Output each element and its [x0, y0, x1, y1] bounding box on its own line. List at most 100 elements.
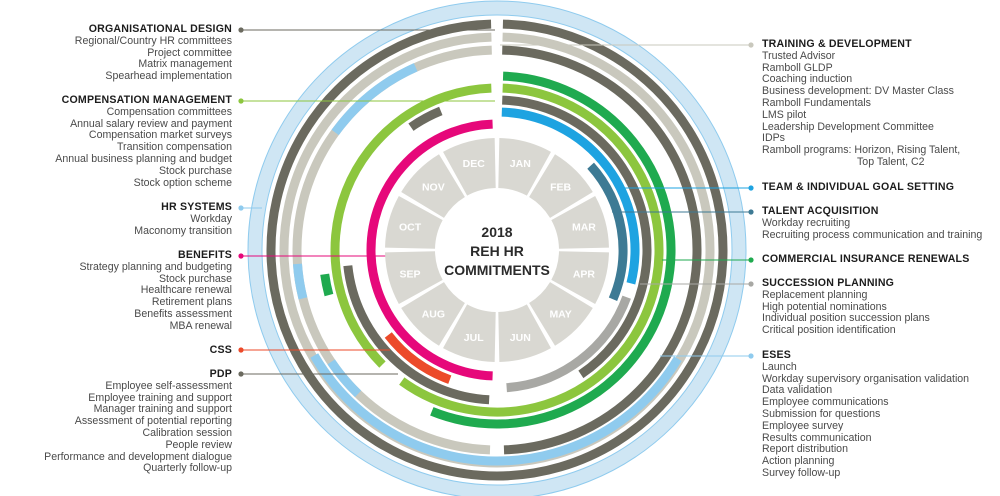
list-item: Data validation	[762, 384, 833, 397]
arc-compensation-left	[330, 83, 492, 368]
block-title: ESES	[762, 349, 792, 361]
list-item: Business development: DV Master Class	[762, 85, 954, 98]
leader-benefits-dot	[238, 253, 244, 259]
leader-css-dot	[238, 347, 244, 353]
arc-eses	[310, 353, 682, 466]
block-talent-acquisition: TALENT ACQUISITION Workday recruiting Re…	[762, 205, 982, 241]
block-title: TALENT ACQUISITION	[762, 205, 879, 217]
leader-training-dot	[748, 42, 754, 48]
list-item: Spearhead implementation	[105, 70, 232, 83]
month-label: OCT	[399, 222, 422, 234]
month-label: DEC	[463, 158, 486, 170]
center-disc	[436, 189, 558, 311]
month-segment-dec	[443, 138, 496, 196]
list-item: Individual position succession plans	[762, 312, 930, 325]
list-item: Action planning	[762, 455, 835, 468]
list-item: High potential nominations	[762, 300, 887, 313]
list-item: Replacement planning	[762, 288, 868, 301]
arc-compensation-right	[399, 83, 664, 417]
block-title: ORGANISATIONAL DESIGN	[88, 23, 232, 35]
center-title-line: COMMITMENTS	[444, 262, 550, 278]
list-item: Employee training and support	[88, 391, 232, 404]
list-item: Survey follow-up	[762, 466, 841, 479]
block-title: COMPENSATION MANAGEMENT	[61, 94, 232, 106]
month-segment-feb	[529, 154, 593, 218]
block-compensation-management: COMPENSATION MANAGEMENT Compensation com…	[55, 94, 232, 189]
list-item: Workday	[190, 212, 232, 225]
arc-hr-systems-left	[292, 263, 308, 300]
leader-goal-setting-dot	[748, 185, 754, 191]
list-item: Coaching induction	[762, 73, 853, 86]
month-label: AUG	[422, 309, 445, 321]
commitment-arcs	[247, 0, 747, 496]
arc-benefits	[366, 119, 493, 381]
block-succession-planning: SUCCESSION PLANNING Replacement planning…	[762, 277, 930, 337]
block-title: TRAINING & DEVELOPMENT	[762, 38, 912, 50]
block-title: TEAM & INDIVIDUAL GOAL SETTING	[762, 181, 955, 193]
leader-pdp-dot	[238, 371, 244, 377]
arc-commercial-insurance	[430, 71, 676, 429]
list-item: LMS pilot	[762, 108, 807, 121]
block-title: SUCCESSION PLANNING	[762, 277, 895, 289]
leader-talent-dot	[748, 209, 754, 215]
arc-insurance-left	[320, 273, 334, 297]
arc-goal-setting	[501, 107, 640, 285]
list-item: Transition compensation	[116, 141, 232, 154]
list-item: Employee self-assessment	[105, 379, 232, 392]
list-item: Top Talent, C2	[857, 155, 925, 168]
arc-css	[384, 332, 452, 384]
list-item: Assessment of potential reporting	[74, 415, 232, 428]
list-item: Stock purchase	[158, 164, 232, 177]
list-item: Project committee	[147, 46, 232, 59]
list-item: Ramboll GLDP	[762, 61, 833, 74]
outer-ring-edge	[261, 14, 733, 486]
list-item: Strategy planning and budgeting	[79, 260, 232, 273]
leader-insurance-dot	[748, 257, 754, 263]
list-item: Stock purchase	[158, 272, 232, 285]
center-title-line: 2018	[481, 224, 512, 240]
wheel-center: 2018 REH HR COMMITMENTS	[436, 189, 558, 311]
month-segment-apr	[551, 251, 609, 304]
list-item: Compensation committees	[106, 105, 232, 118]
list-item: Ramboll Fundamentals	[762, 96, 871, 109]
month-label: MAR	[572, 222, 596, 234]
list-item: Benefits assessment	[134, 307, 232, 320]
list-item: Critical position identification	[762, 324, 896, 337]
arc-organisational-design	[266, 19, 728, 481]
block-title: HR SYSTEMS	[161, 201, 232, 213]
outer-ring-edge	[247, 0, 747, 496]
arc-pdp-inner-top	[408, 106, 443, 131]
month-label: JAN	[510, 158, 531, 170]
list-item: Annual salary review and payment	[70, 117, 232, 130]
arc-hr-systems-top	[331, 63, 418, 136]
block-training-development: TRAINING & DEVELOPMENT Trusted Advisor R…	[762, 38, 961, 169]
list-item: Stock option scheme	[133, 176, 232, 189]
block-pdp: PDP Employee self-assessment Employee tr…	[44, 368, 232, 475]
arc-talent-acquisition	[587, 162, 628, 301]
block-css: CSS	[209, 344, 232, 357]
list-item: Ramboll programs: Horizon, Rising Talent…	[762, 144, 961, 157]
leader-succession-dot	[748, 281, 754, 287]
block-title: CSS	[209, 344, 232, 356]
arc-pdp-inner-left	[343, 265, 490, 405]
block-title: BENEFITS	[178, 249, 232, 261]
month-segment-may	[529, 282, 593, 346]
block-title: COMMERCIAL INSURANCE RENEWALS	[762, 253, 970, 265]
list-item: Manager training and support	[93, 403, 232, 416]
month-label: FEB	[550, 181, 571, 193]
list-item: Healthcare renewal	[140, 284, 232, 297]
list-item: Matrix management	[138, 58, 232, 71]
list-item: Employee communications	[762, 396, 889, 409]
list-item: Retirement plans	[151, 296, 232, 309]
list-item: Performance and development dialogue	[44, 450, 232, 463]
leader-eses-dot	[748, 353, 754, 359]
block-title: PDP	[209, 368, 232, 380]
list-item: Leadership Development Committee	[762, 120, 934, 133]
month-segment-oct	[385, 196, 443, 249]
month-segment-sep	[385, 251, 443, 304]
arc-hr-systems-bottom	[327, 359, 362, 398]
arc-succession-planning	[506, 295, 631, 393]
month-wheel: JAN FEB MAR APR MAY JUN JUL AUG SEP OCT NOV DEC	[385, 138, 609, 362]
center-title-line: REH HR	[470, 243, 524, 259]
